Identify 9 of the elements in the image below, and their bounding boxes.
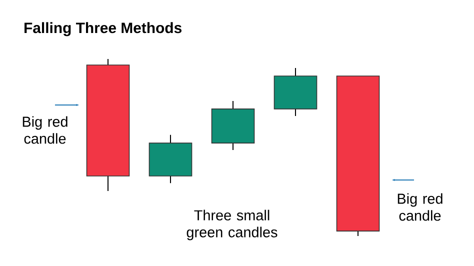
text: Big red candle bbox=[22, 116, 68, 144]
candlestick bbox=[336, 76, 380, 236]
candlestick bbox=[211, 100, 255, 150]
candlestick bbox=[274, 68, 318, 116]
annotation: Three small green candles bbox=[186, 210, 278, 240]
chart-title: Falling Three Methods bbox=[24, 22, 182, 36]
candlestick bbox=[86, 58, 130, 192]
text: Big red candle bbox=[398, 193, 442, 221]
candlestick bbox=[148, 134, 192, 184]
